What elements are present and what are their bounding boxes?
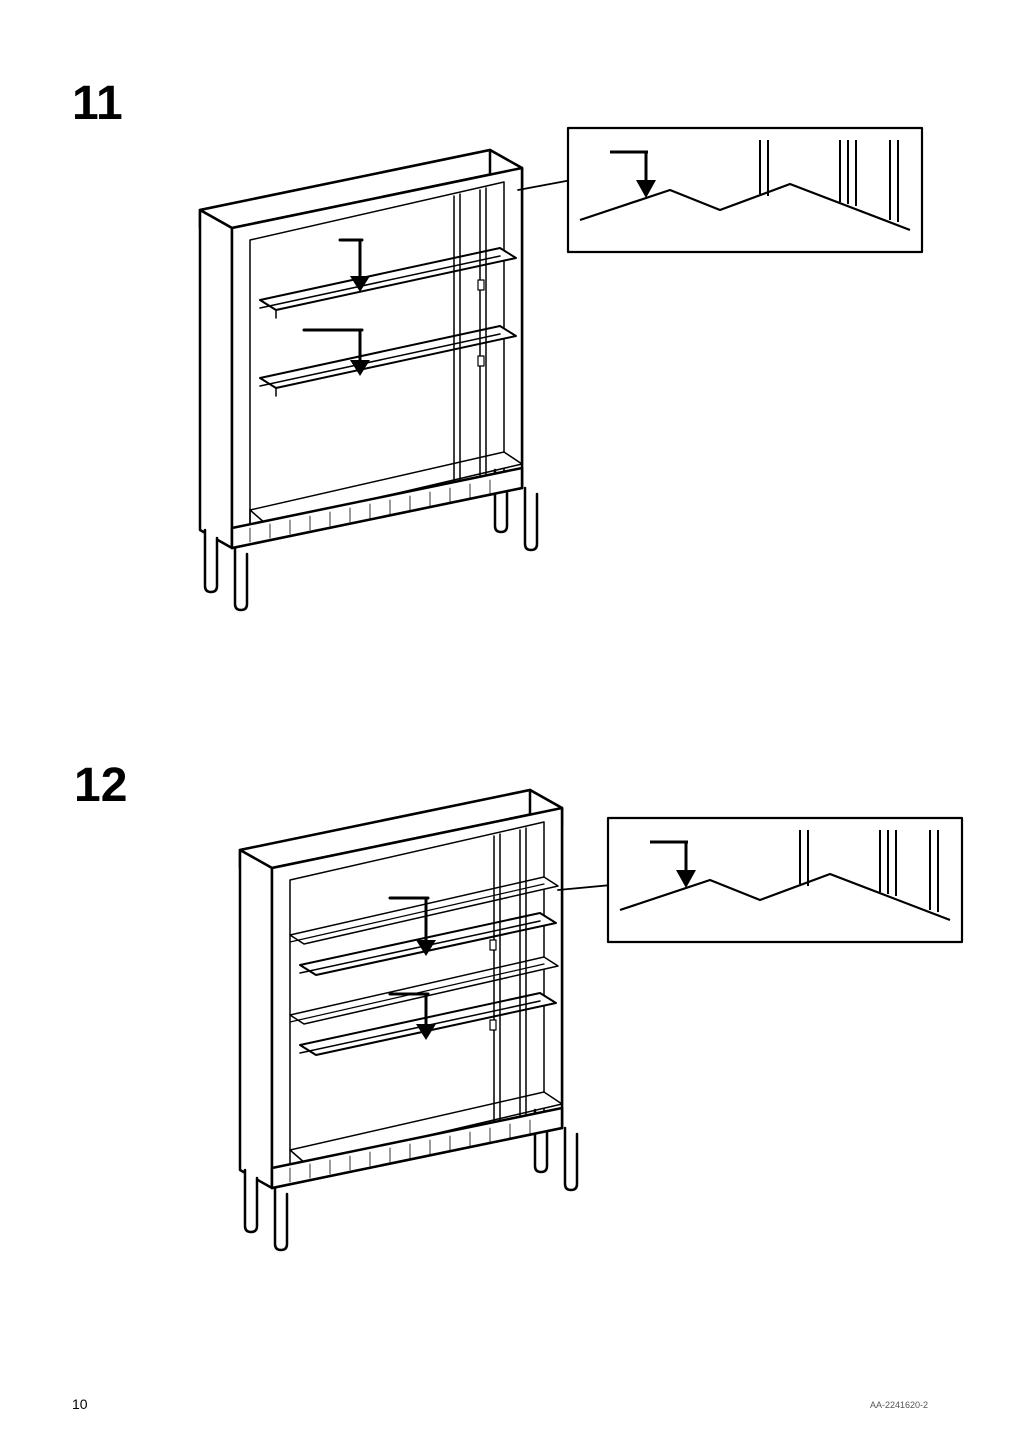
page-number: 10 <box>72 1396 88 1412</box>
document-code: AA-2241620-2 <box>870 1400 928 1410</box>
step11-detail-callout <box>560 120 930 260</box>
step-number-12: 12 <box>74 758 127 813</box>
step-number-11: 11 <box>72 76 123 131</box>
step12-detail-callout <box>600 810 970 950</box>
